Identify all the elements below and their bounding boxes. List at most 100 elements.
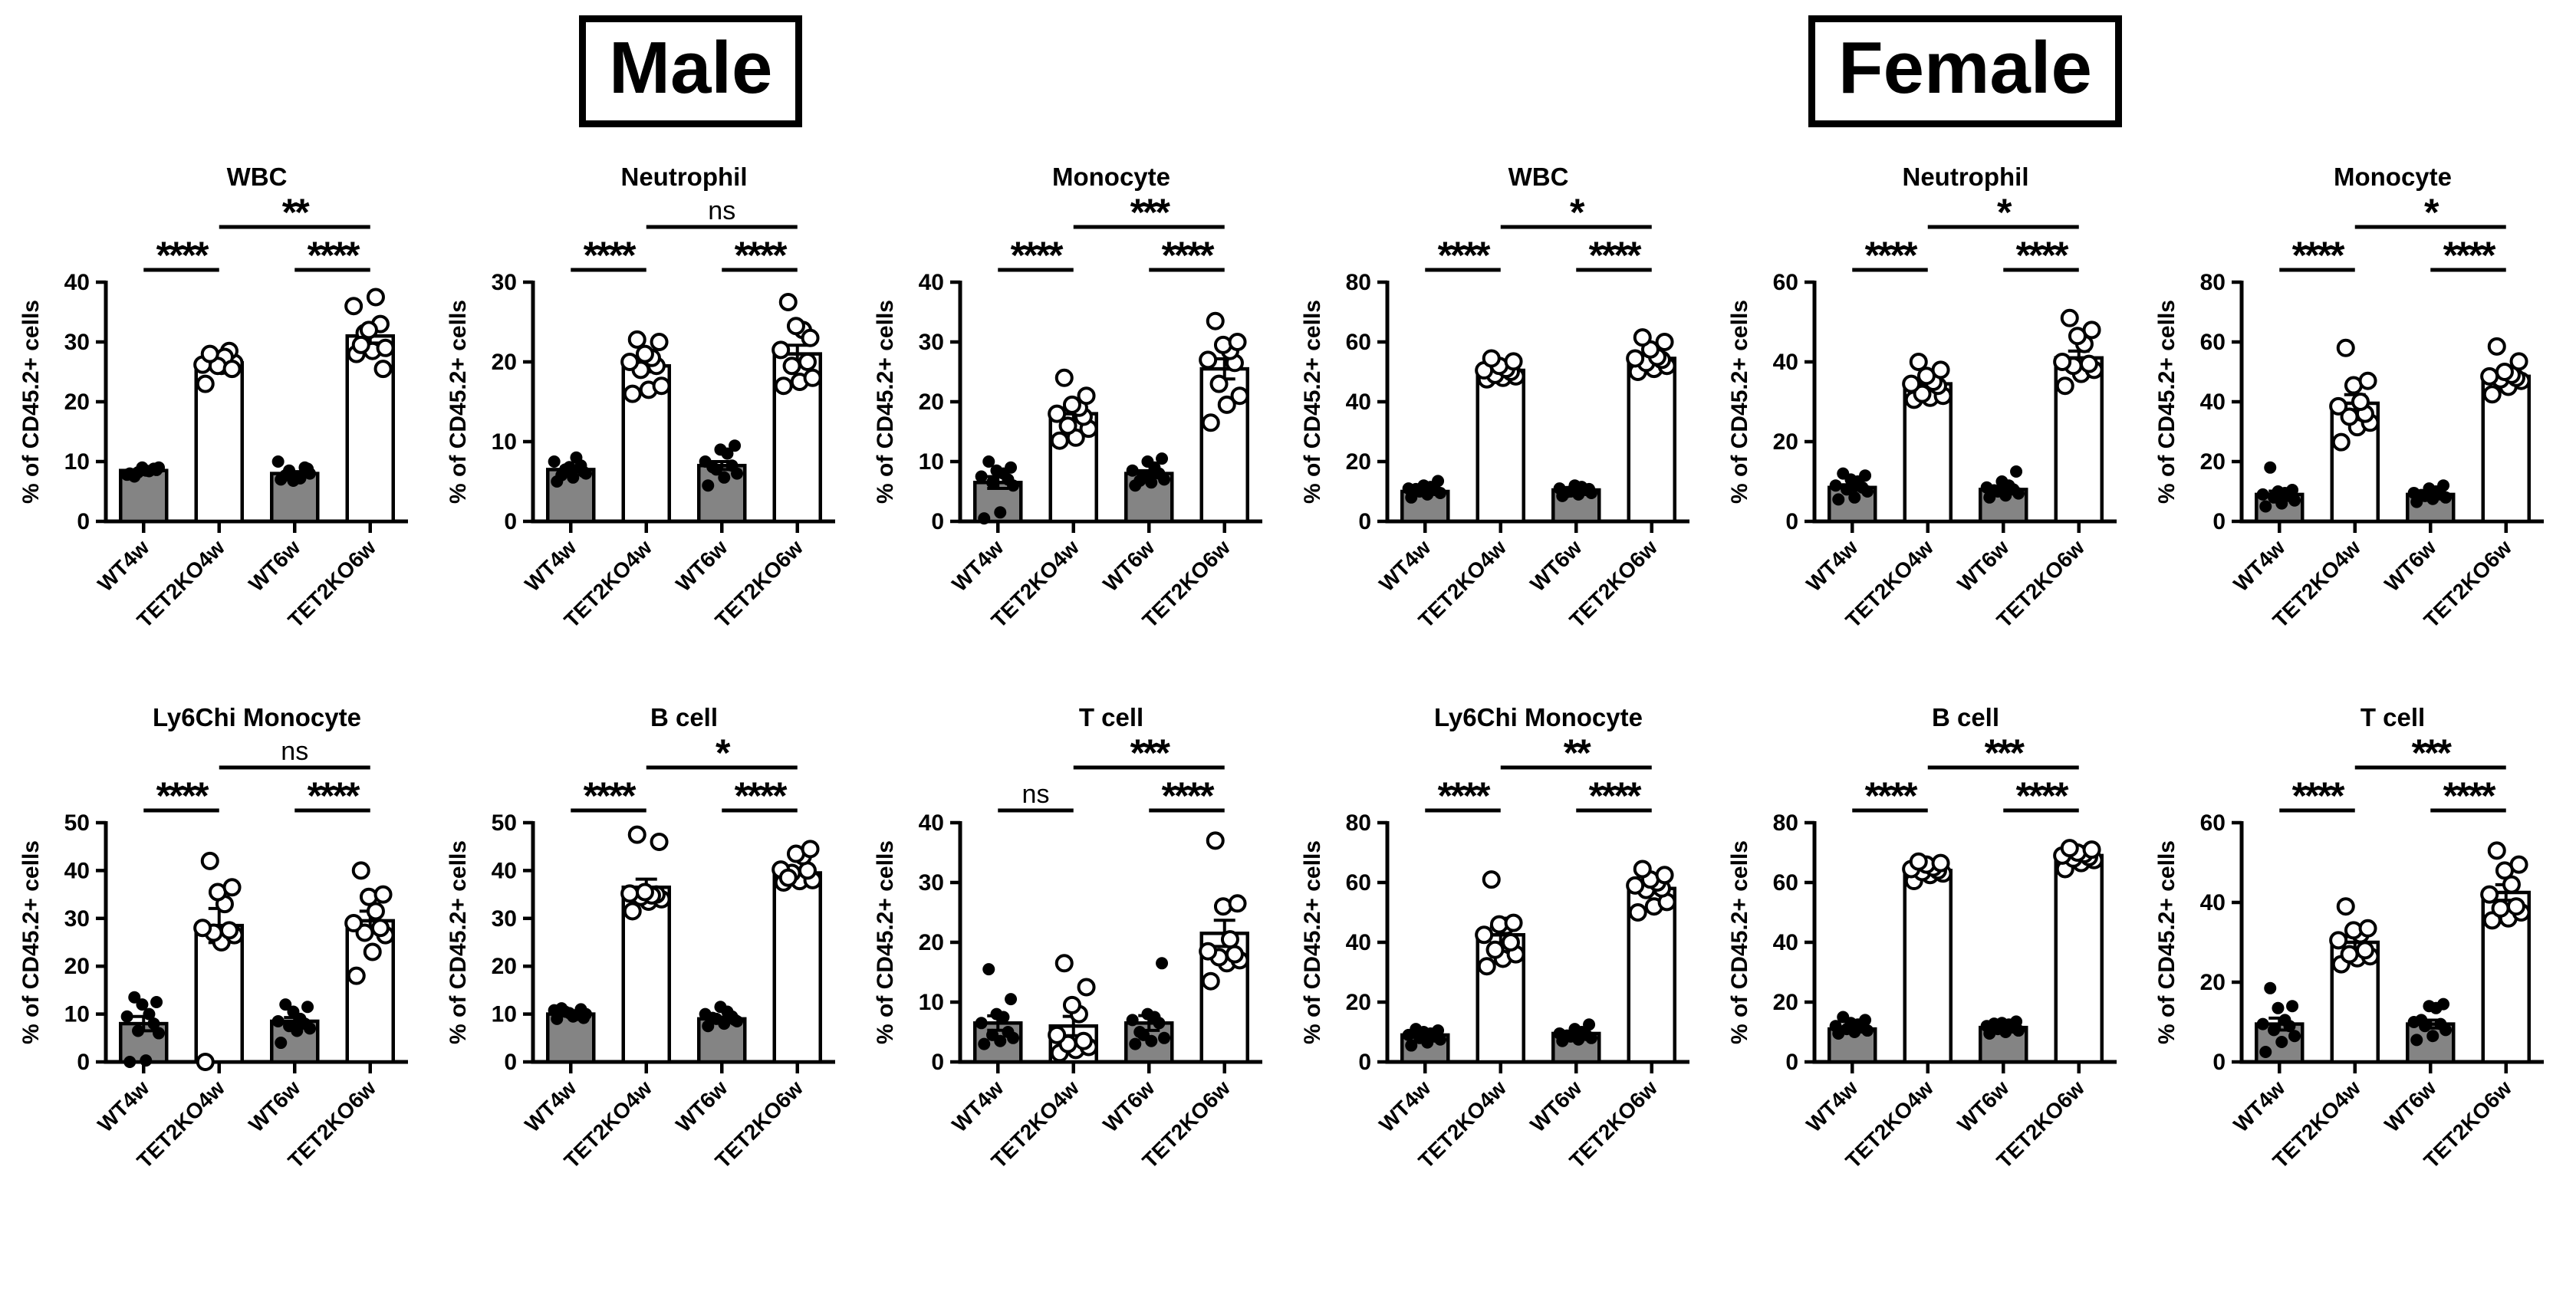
sig-pair-right: **** — [1589, 234, 1642, 277]
data-point-open — [1062, 395, 1081, 414]
data-point-open — [351, 335, 370, 354]
sig-across: ns — [281, 737, 308, 766]
data-point-open — [1628, 903, 1647, 922]
y-tick-label: 0 — [77, 1050, 90, 1075]
bar-tet2ko6w — [1627, 357, 1676, 524]
data-point-open — [1913, 384, 1932, 403]
y-tick-label: 0 — [1785, 509, 1798, 534]
y-tick-label: 10 — [919, 449, 944, 475]
data-point-open — [2351, 393, 2370, 411]
x-tick-label-wt4w: WT4w — [93, 1076, 153, 1136]
data-point-open — [650, 333, 669, 351]
bar-tet2ko6w — [2481, 374, 2531, 524]
data-point-filled — [706, 1011, 719, 1024]
y-tick-label: 40 — [2200, 389, 2226, 415]
data-point-open — [2355, 941, 2374, 960]
data-point-filled — [1410, 1023, 1423, 1036]
y-tick-label: 60 — [2200, 330, 2226, 355]
data-point-open — [2329, 931, 2348, 950]
x-tick-label-wt6w: WT6w — [671, 1076, 732, 1136]
data-point-open — [1199, 350, 1218, 370]
data-point-filled — [283, 1020, 296, 1033]
data-point-filled — [2415, 1014, 2428, 1027]
data-point-filled — [1141, 455, 1154, 468]
data-point-filled — [2423, 1000, 2436, 1013]
data-point-open — [635, 344, 654, 363]
x-tick-label-wt4w: WT4w — [947, 1076, 1008, 1136]
data-point-filled — [2434, 1017, 2447, 1030]
y-tick-label: 0 — [2212, 509, 2226, 534]
data-point-open — [200, 344, 219, 363]
data-point-open — [1504, 352, 1523, 371]
data-point-open — [359, 320, 378, 340]
data-point-open — [366, 902, 385, 921]
data-point-open — [1206, 311, 1225, 330]
y-tick-label: 20 — [64, 954, 90, 979]
data-point-filled — [714, 1001, 727, 1014]
error-bars — [560, 867, 808, 1023]
data-point-filled — [136, 998, 149, 1011]
y-tick-label: 30 — [919, 330, 944, 355]
y-tick-label: 40 — [919, 270, 944, 295]
y-axis-label: % of CD45.2+ cells — [873, 840, 898, 1044]
panel-male-wbc: WBC 0 10 20 30 40 % of CD45.2+ cells WT4w TET2KO… — [15, 153, 422, 659]
sig-across: ** — [282, 191, 310, 234]
sig-across: *** — [1130, 191, 1171, 234]
data-point-filled — [1829, 1020, 1842, 1033]
sig-pair-left: ns — [1022, 780, 1050, 809]
y-tick-label: 40 — [2200, 890, 2226, 915]
data-point-filled — [1832, 493, 1845, 506]
data-point-filled — [982, 963, 995, 976]
data-point-open — [2340, 945, 2359, 964]
bar-tet2ko6w — [772, 871, 822, 1064]
y-tick-label: 20 — [2200, 970, 2226, 995]
significance-brackets: **** ***** — [1852, 191, 2079, 277]
chart-svg: WBC 0 20 40 60 80 % of CD45.2+ cells WT4wTET2KO… — [1300, 163, 1689, 633]
data-point-open — [1504, 913, 1523, 932]
error-bars — [1414, 353, 1663, 495]
x-tick-label-wt4w: WT4w — [1374, 535, 1435, 596]
data-point-open — [2358, 371, 2377, 390]
data-point-open — [778, 868, 798, 887]
data-point-open — [344, 297, 364, 316]
y-tick-label: 40 — [64, 858, 90, 883]
data-point-filled — [1156, 957, 1169, 970]
chart-svg: Ly6Chi Monocyte 0 20 40 60 80 % of CD45.2+ cel… — [1300, 703, 1689, 1173]
data-point-open — [222, 878, 242, 897]
panel-female-t-cell: T cell 0 20 40 60 % of CD45.2+ cells WT4w TET2K… — [2151, 694, 2558, 1200]
data-point-open — [1633, 859, 1652, 879]
data-point-open — [1054, 368, 1074, 387]
data-point-filled — [1859, 469, 1872, 482]
data-point-filled — [1988, 484, 2001, 497]
section-header-female: Female — [1808, 15, 2122, 127]
data-point-filled — [577, 465, 591, 478]
data-point-open — [2060, 308, 2079, 327]
data-point-open — [351, 861, 370, 880]
y-axis-label: % of CD45.2+ cells — [18, 840, 44, 1044]
data-point-filled — [1141, 1007, 1154, 1021]
data-point-filled — [1848, 491, 1861, 504]
y-tick-label: 0 — [77, 509, 90, 534]
y-tick-label: 20 — [1773, 429, 1798, 455]
data-point-open — [196, 374, 215, 393]
panel-title: Monocyte — [1052, 163, 1170, 191]
significance-brackets: **** ***** — [571, 731, 798, 817]
data-point-open — [219, 921, 239, 940]
y-tick-label: 0 — [1358, 509, 1371, 534]
data-point-open — [2055, 376, 2074, 396]
error-bars — [1414, 883, 1663, 1039]
data-point-open — [1482, 870, 1501, 889]
data-point-filled — [147, 1017, 160, 1030]
data-point-filled — [2259, 500, 2272, 513]
sig-pair-left: **** — [156, 234, 209, 277]
y-axis-label: % of CD45.2+ cells — [18, 300, 44, 504]
data-point-filled — [2264, 461, 2277, 474]
significance-brackets: **** ****** — [143, 191, 370, 277]
x-tick-label-wt4w: WT4w — [1374, 1076, 1435, 1136]
